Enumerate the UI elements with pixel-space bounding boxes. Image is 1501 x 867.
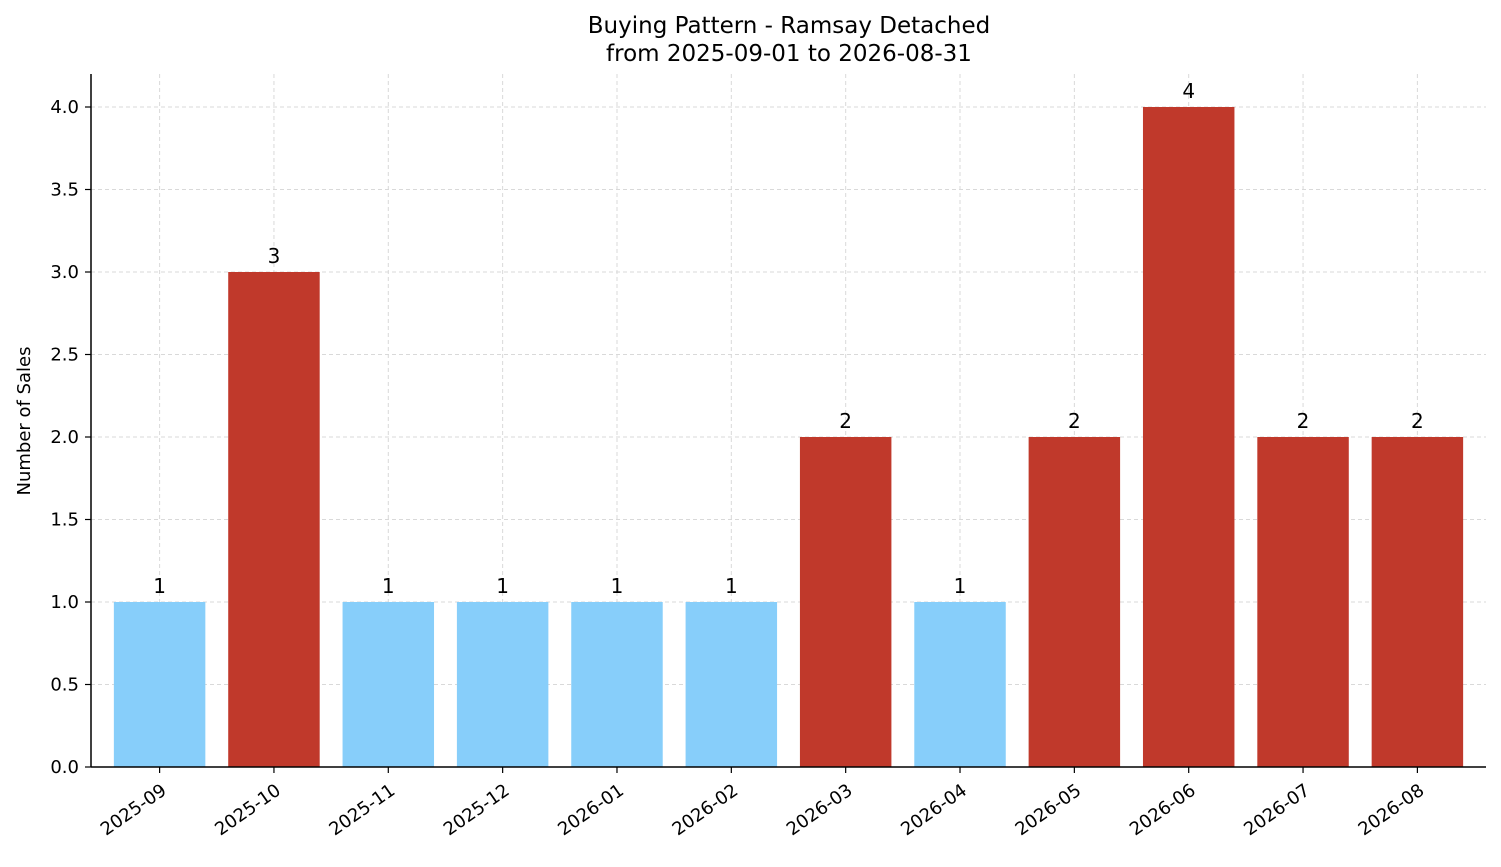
- bar: [113, 602, 206, 767]
- bar-value-label: 3: [268, 244, 281, 268]
- chart-title: Buying Pattern - Ramsay Detached: [588, 13, 990, 39]
- bar-value-label: 2: [839, 409, 852, 433]
- bar: [342, 602, 435, 767]
- bar: [685, 602, 778, 767]
- bar-value-label: 1: [725, 574, 738, 598]
- chart-subtitle: from 2025-09-01 to 2026-08-31: [606, 41, 972, 67]
- y-tick-label: 2.5: [50, 345, 79, 366]
- data-labels: 1 3 1 1 1 1 2 1 2 4 2 2: [153, 79, 1424, 598]
- y-tick-label: 1.5: [50, 510, 79, 531]
- axes: [85, 74, 1486, 773]
- y-tick-label: 3.0: [50, 262, 79, 283]
- bar: [1371, 437, 1464, 767]
- y-tick-label: 4.0: [50, 97, 79, 118]
- y-tick-label: 0.0: [50, 757, 79, 778]
- bar: [228, 272, 320, 767]
- bar: [1028, 437, 1121, 767]
- bar-value-label: 1: [153, 574, 166, 598]
- bar-value-label: 2: [1411, 409, 1424, 433]
- bar-value-label: 4: [1182, 79, 1195, 103]
- x-tick-label: 2025-10: [211, 780, 285, 840]
- bar-value-label: 1: [611, 574, 624, 598]
- bar-value-label: 1: [382, 574, 395, 598]
- bar: [1257, 437, 1349, 767]
- bar-value-label: 1: [496, 574, 509, 598]
- x-tick-label: 2026-08: [1355, 780, 1429, 840]
- bar-value-label: 1: [954, 574, 967, 598]
- x-tick-label: 2025-09: [97, 780, 171, 840]
- y-axis-label: Number of Sales: [14, 346, 35, 495]
- x-tick-label: 2026-02: [669, 780, 743, 840]
- bar: [571, 602, 663, 767]
- x-tick-label: 2026-06: [1126, 780, 1200, 840]
- bar-value-label: 2: [1297, 409, 1310, 433]
- y-tick-label: 2.0: [50, 427, 79, 448]
- bar: [799, 437, 892, 767]
- y-tick-label: 0.5: [50, 675, 79, 696]
- bar: [1142, 107, 1235, 767]
- y-tick-label: 3.5: [50, 180, 79, 201]
- x-tick-label: 2026-04: [897, 780, 971, 840]
- x-tick-label: 2026-07: [1240, 780, 1314, 840]
- bars: [113, 107, 1464, 767]
- x-tick-label: 2026-05: [1012, 780, 1086, 840]
- x-tick-label: 2025-12: [440, 780, 514, 840]
- x-tick-label: 2025-11: [326, 780, 400, 840]
- bar: [456, 602, 549, 767]
- y-tick-label: 1.0: [50, 592, 79, 613]
- x-tick-label: 2026-03: [783, 780, 857, 840]
- bar-value-label: 2: [1068, 409, 1081, 433]
- x-tick-label: 2026-01: [554, 780, 628, 840]
- bar: [914, 602, 1006, 767]
